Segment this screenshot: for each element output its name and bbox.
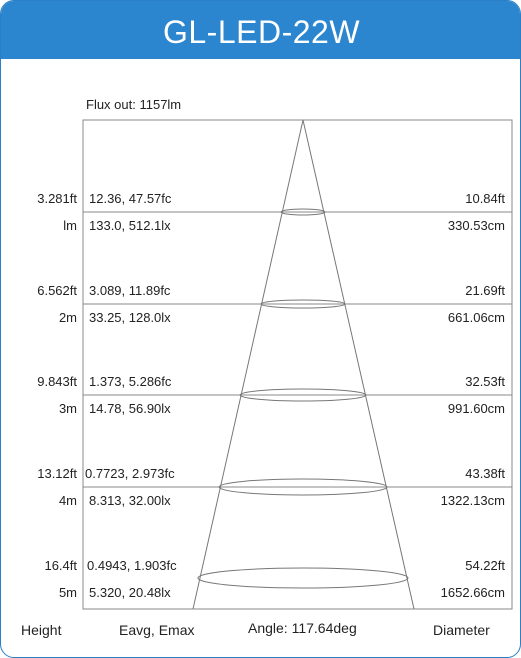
diameter-ft-label: 54.22ft <box>465 558 505 573</box>
height-ft-label: 6.562ft <box>37 283 77 298</box>
height-m-label: 3m <box>58 401 77 416</box>
diameter-cm-label: 661.06cm <box>447 310 505 325</box>
diameter-ft-label: 32.53ft <box>465 374 505 389</box>
diameter-cm-label: 1652.66cm <box>440 585 505 600</box>
height-m-label: 4m <box>58 493 77 508</box>
diameter-cm-label: 1322.13cm <box>440 493 505 508</box>
height-column-label: Height <box>21 622 62 638</box>
diagram-frame <box>82 119 513 610</box>
illuminance-fc-label: 12.36, 47.57fc <box>89 191 172 206</box>
illuminance-fc-label: 1.373, 5.286fc <box>89 374 172 389</box>
height-m-label: lm <box>63 218 77 233</box>
diameter-cm-label: 991.60cm <box>447 401 505 416</box>
illuminance-lx-label: 8.313, 32.00lx <box>89 493 171 508</box>
beam-edge-left <box>192 119 304 610</box>
illuminance-lx-label: 5.320, 20.48lx <box>89 585 171 600</box>
beam-edge-right <box>302 119 415 610</box>
illuminance-fc-label: 0.7723, 2.973fc <box>85 466 175 481</box>
illuminance-lx-label: 133.0, 512.1lx <box>89 218 171 233</box>
illuminance-lx-label: 14.78, 56.90lx <box>89 401 171 416</box>
beam-ellipse-3m <box>239 388 367 402</box>
height-ft-label: 16.4ft <box>44 558 77 573</box>
diameter-ft-label: 10.84ft <box>465 191 505 206</box>
diameter-cm-label: 330.53cm <box>447 218 505 233</box>
diameter-ft-label: 21.69ft <box>465 283 505 298</box>
diameter-column-label: Diameter <box>433 622 490 638</box>
height-ft-label: 3.281ft <box>37 191 77 206</box>
product-title: GL-LED-22W <box>162 14 361 50</box>
illuminance-lx-label: 33.25, 128.0lx <box>89 310 171 325</box>
eavg-column-label: Eavg, Emax <box>119 622 195 638</box>
illuminance-fc-label: 0.4943, 1.903fc <box>87 558 177 573</box>
beam-ellipse-2m <box>260 299 346 309</box>
flux-out-label: Flux out: 1157lm <box>86 97 182 112</box>
beam-ellipse-4m <box>218 478 388 496</box>
height-ft-label: 13.12ft <box>37 466 77 481</box>
header-bar <box>1 1 520 59</box>
illuminance-fc-label: 3.089, 11.89fc <box>89 283 171 298</box>
beam-ellipse-5m <box>197 567 409 589</box>
diameter-ft-label: 43.38ft <box>465 466 505 481</box>
height-m-label: 5m <box>58 585 77 600</box>
beam-angle-label: Angle: 117.64deg <box>248 620 357 636</box>
beam-ellipse-1m <box>280 208 326 216</box>
height-ft-label: 9.843ft <box>37 374 77 389</box>
height-m-label: 2m <box>58 310 77 325</box>
